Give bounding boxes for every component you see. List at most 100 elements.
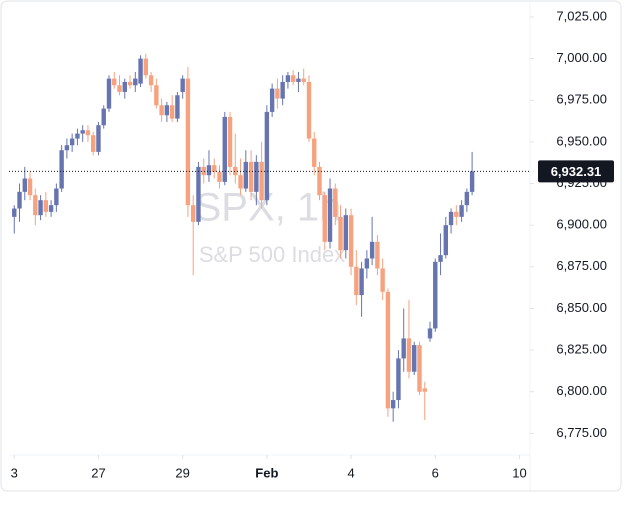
candle-body — [54, 188, 59, 206]
candle-body — [169, 105, 175, 119]
candle-body — [201, 166, 206, 176]
candle-body — [27, 178, 33, 196]
y-tick-label: 6,850.00 — [556, 300, 607, 315]
candle-body — [133, 78, 138, 86]
candle-body — [238, 175, 243, 189]
y-tick-label: 6,775.00 — [556, 425, 607, 440]
candle-body — [243, 161, 249, 189]
x-tick-label: 4 — [347, 465, 354, 480]
candle-body — [212, 165, 217, 172]
candle-body — [464, 191, 470, 206]
candle-body — [306, 81, 312, 139]
candle-body — [127, 81, 133, 86]
y-tick-label: 6,950.00 — [556, 133, 607, 148]
candle-body — [264, 111, 270, 201]
candle-body — [343, 215, 349, 251]
candle-body — [190, 205, 196, 222]
candle-body — [233, 166, 238, 176]
candle-body — [427, 328, 433, 339]
candle-body — [385, 291, 391, 409]
x-tick-label: 3 — [11, 465, 18, 480]
candle-body — [154, 85, 159, 106]
candle-body — [64, 145, 70, 151]
candle-body — [185, 78, 191, 206]
candle-body — [354, 266, 359, 296]
candle-body — [301, 78, 306, 82]
candle-body — [406, 338, 412, 372]
candle-body — [148, 75, 154, 86]
candle-body — [317, 166, 322, 196]
candle-body — [85, 130, 91, 136]
candle-body — [312, 138, 317, 167]
candle-body — [454, 211, 459, 217]
candle-body — [390, 400, 396, 409]
candle-body — [164, 105, 170, 116]
chart-frame — [0, 0, 622, 492]
candle-body — [338, 216, 343, 251]
watermark-subtitle: S&P 500 Index — [199, 242, 345, 267]
candle-body — [359, 268, 364, 296]
candle-body — [433, 261, 438, 329]
candle-body — [438, 255, 443, 262]
x-tick-label: 10 — [512, 465, 526, 480]
candle-body — [375, 241, 380, 269]
candle-body — [217, 171, 222, 182]
candle-body — [206, 165, 212, 176]
candle-body — [396, 358, 401, 401]
x-tick-label: 29 — [175, 465, 189, 480]
candle-body — [322, 195, 327, 242]
candle-body — [248, 161, 254, 192]
candle-body — [296, 78, 301, 82]
y-tick-label: 7,025.00 — [556, 8, 607, 23]
candle-body — [75, 133, 80, 139]
candle-body — [259, 161, 264, 201]
candle-body — [459, 205, 464, 217]
candle-body — [175, 95, 180, 119]
y-tick-label: 7,000.00 — [556, 50, 607, 65]
candle-body — [96, 125, 101, 152]
candle-body — [12, 208, 17, 217]
candle-body — [254, 161, 259, 192]
candle-body — [22, 178, 27, 192]
candle-body — [285, 75, 291, 82]
candle-body — [417, 345, 422, 392]
candle-body — [412, 345, 417, 372]
candle-body — [122, 81, 127, 92]
candle-body — [112, 78, 117, 86]
candle-body — [369, 241, 375, 259]
candle-body — [448, 211, 454, 226]
candle-body — [159, 105, 164, 116]
x-tick-label: Feb — [255, 465, 278, 480]
candle-body — [333, 188, 338, 217]
candle-body — [138, 58, 143, 84]
candle-body — [33, 195, 38, 216]
y-tick-label: 6,900.00 — [556, 217, 607, 232]
candle-body — [269, 88, 275, 112]
candle-body — [101, 108, 106, 126]
candle-body — [280, 81, 285, 99]
candle-body — [348, 215, 354, 267]
candle-body — [143, 58, 149, 76]
x-tick-label: 6 — [432, 465, 439, 480]
candle-body — [196, 166, 201, 222]
candle-body — [180, 78, 185, 92]
candle-body — [48, 205, 54, 212]
y-tick-label: 6,825.00 — [556, 342, 607, 357]
candle-body — [401, 338, 406, 359]
candle-body — [380, 268, 385, 292]
candle-body — [469, 171, 475, 192]
candle-body — [222, 116, 227, 182]
candle-body — [275, 88, 280, 99]
x-tick-label: 27 — [91, 465, 105, 480]
candle-body — [17, 191, 22, 209]
y-tick-label: 6,875.00 — [556, 258, 607, 273]
last-price-label: 6,932.31 — [551, 164, 602, 179]
candle-body — [364, 258, 370, 269]
candle-body — [38, 200, 43, 216]
candle-body — [43, 200, 49, 212]
candle-body — [227, 116, 233, 167]
candle-body — [69, 138, 75, 146]
candle-body — [327, 188, 333, 242]
